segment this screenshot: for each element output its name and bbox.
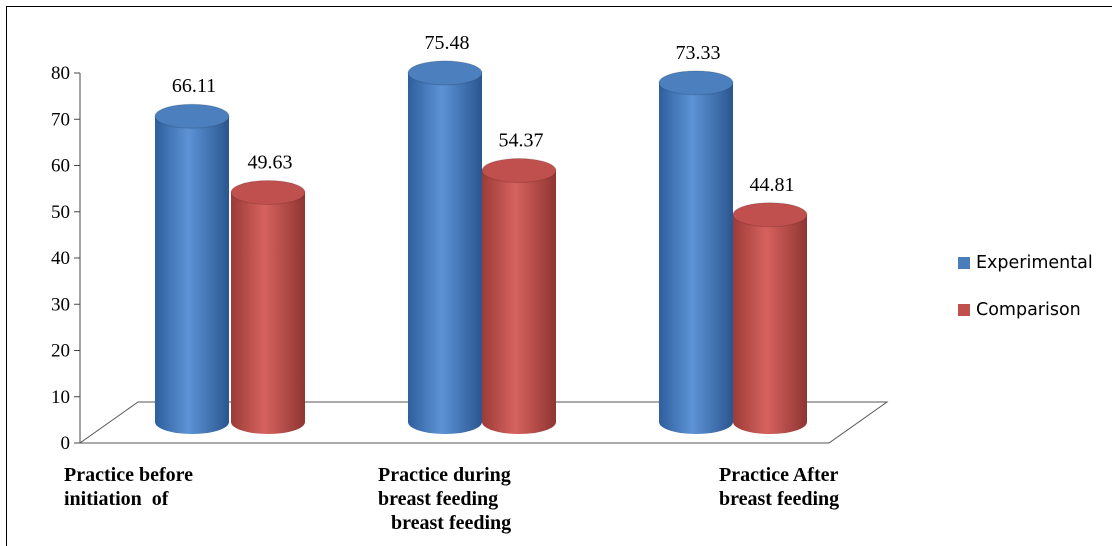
bar-body (733, 214, 807, 434)
legend-label-experimental: Experimental (976, 253, 1093, 273)
data-label-experimental-1: 66.11 (172, 75, 216, 97)
bar-comparison-3 (732, 202, 808, 434)
y-tick-label: 30 (51, 294, 70, 315)
y-tick-label: 70 (51, 109, 70, 130)
x-category-label-line: breast feeding (719, 488, 840, 510)
y-tick-label: 40 (51, 248, 70, 269)
bar-comparison-1 (230, 179, 306, 434)
legend-label-comparison: Comparison (976, 300, 1081, 320)
bar-comparison-2 (481, 158, 557, 434)
y-tick-label: 20 (51, 341, 70, 362)
y-tick-label: 50 (51, 202, 70, 223)
y-tick-label: 0 (61, 433, 71, 454)
x-category-label-line: initiation of (64, 488, 169, 510)
legend-swatch-comparison (958, 304, 970, 316)
x-category-label-line: Practice before (64, 464, 193, 486)
bar-top (658, 70, 734, 96)
y-tick-label: 10 (51, 387, 70, 408)
bar-body (155, 116, 229, 435)
chart-frame (6, 6, 1112, 546)
legend-swatch-experimental (958, 257, 970, 269)
x-category-label-line: Practice during (378, 464, 511, 486)
y-tick-label: 60 (51, 156, 70, 177)
legend-item-comparison: Comparison (958, 300, 1081, 320)
bar-top (230, 179, 306, 205)
data-label-comparison-2: 54.37 (499, 130, 544, 152)
bar-top (154, 103, 230, 129)
x-category-label-line: Practice After (719, 464, 839, 486)
x-category-label-3: Practice After breast feeding (719, 463, 839, 511)
bar-experimental-3 (658, 70, 734, 434)
bar-top (732, 202, 808, 228)
bar-experimental-1 (154, 103, 230, 435)
bar-body (659, 82, 733, 434)
bar-top (407, 60, 483, 86)
bar-body (408, 72, 482, 434)
data-label-experimental-2: 75.48 (425, 32, 470, 54)
x-category-label-line: breast feeding (391, 512, 512, 534)
bar-body (482, 170, 556, 434)
bar-body (231, 192, 305, 434)
legend-item-experimental: Experimental (958, 253, 1093, 273)
y-tick-label: 80 (51, 63, 70, 84)
bar-top (481, 158, 557, 184)
x-category-label-1: Practice before initiation of (64, 463, 193, 511)
data-label-experimental-3: 73.33 (676, 42, 721, 64)
x-category-label-2: Practice during breast feeding breast feed… (378, 463, 511, 535)
bar-experimental-2 (407, 60, 483, 434)
data-label-comparison-1: 49.63 (248, 151, 293, 173)
x-category-label-line: breast feeding (378, 488, 499, 510)
data-label-comparison-3: 44.81 (750, 174, 795, 196)
